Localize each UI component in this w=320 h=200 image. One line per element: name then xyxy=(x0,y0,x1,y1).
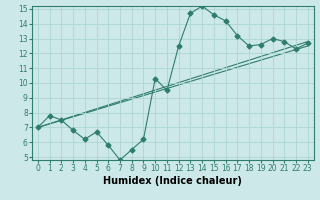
X-axis label: Humidex (Indice chaleur): Humidex (Indice chaleur) xyxy=(103,176,242,186)
